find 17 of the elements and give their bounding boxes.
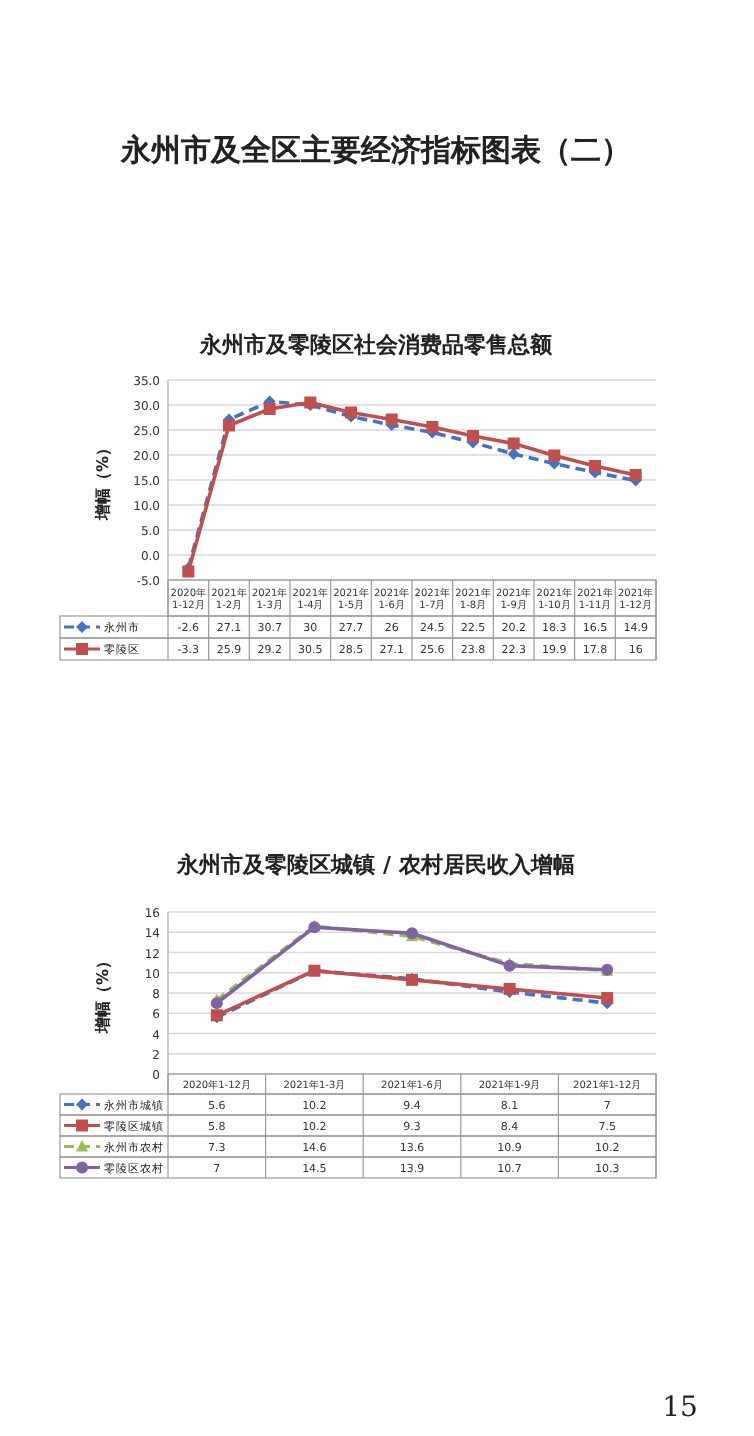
point bbox=[601, 992, 614, 1005]
point bbox=[223, 419, 235, 432]
y-axis-title: 增幅（%） bbox=[94, 952, 112, 1036]
text: 15 bbox=[662, 1392, 698, 1424]
chart-title: 永州市及零陵区社会消费品零售总额 bbox=[198, 332, 554, 358]
point bbox=[589, 460, 601, 472]
point bbox=[426, 421, 439, 433]
chart-title: 永州市及零陵区城镇 / 农村居民收入增幅 bbox=[175, 852, 575, 878]
point bbox=[629, 469, 642, 481]
text: 永州市及全区主要经济指标图表（二） bbox=[119, 132, 631, 168]
point bbox=[548, 449, 561, 462]
y-axis-title: 增幅（%） bbox=[94, 439, 112, 523]
point bbox=[385, 413, 398, 426]
point bbox=[507, 448, 520, 460]
point bbox=[263, 403, 276, 415]
point bbox=[467, 430, 479, 442]
point bbox=[507, 437, 520, 450]
